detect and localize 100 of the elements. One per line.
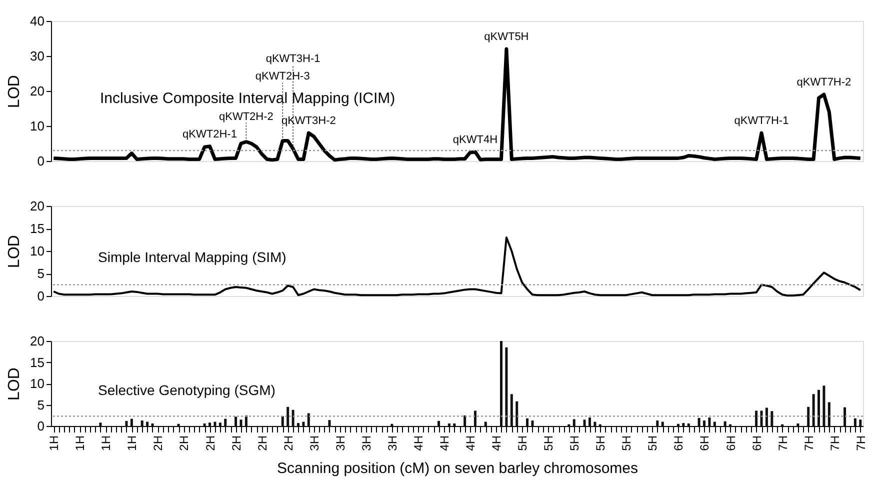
y-tick-label: 20 (30, 334, 44, 348)
bar (140, 420, 144, 426)
bar (484, 422, 487, 426)
x-tick-label: 2H (177, 436, 192, 451)
x-tick-label: 1H (99, 436, 114, 451)
x-tick-label: 2H (229, 436, 244, 451)
bar (796, 423, 800, 426)
bar (292, 410, 294, 426)
bar (307, 413, 310, 426)
annotation: qKWT2H-2 (218, 110, 274, 123)
bar (296, 423, 300, 426)
bar (594, 422, 596, 426)
bar (818, 390, 820, 426)
bar (588, 418, 591, 426)
x-tick-label: 6H (750, 436, 764, 451)
x-axis-title: Scanning position (cM) on seven barley chromosomes (276, 460, 638, 477)
bar (474, 410, 476, 426)
x-tick-label: 2H (255, 436, 270, 451)
bar (531, 420, 534, 426)
bar (302, 422, 305, 426)
bar (234, 416, 238, 426)
bar (828, 402, 830, 426)
x-tick-label: 3H (385, 436, 400, 451)
bar (516, 401, 518, 426)
bar (453, 423, 456, 426)
y-tick-label: 10 (30, 118, 44, 134)
bar (770, 411, 774, 426)
y-tick-label: 40 (30, 14, 44, 28)
bar (682, 423, 685, 426)
y-tick-label: 0 (37, 288, 44, 304)
x-tick-label: 1H (125, 436, 140, 451)
bar (464, 415, 466, 426)
bar (448, 423, 450, 426)
x-tick-label: 6H (724, 436, 738, 451)
y-tick-label: 5 (37, 397, 44, 412)
annotation: qKWT3H-2 (281, 115, 336, 127)
bar (807, 406, 810, 426)
x-tick-label: 5H (620, 436, 634, 451)
y-tick-label: 0 (37, 418, 44, 434)
bar (765, 408, 768, 426)
bar (286, 406, 290, 426)
annotation: qKWT5H (484, 31, 529, 43)
y-tick-label: 15 (30, 221, 44, 236)
x-tick-label: 5H (542, 436, 556, 451)
bar (500, 341, 502, 426)
bar (661, 422, 664, 426)
x-tick-label: 1H (73, 436, 88, 451)
bar (438, 420, 440, 426)
annotation: qKWT7H-2 (796, 76, 852, 88)
y-axis-title: LOD (6, 75, 24, 108)
bar (755, 410, 758, 426)
bar (208, 422, 212, 426)
bar (854, 418, 856, 426)
y-tick-label: 20 (30, 84, 44, 98)
x-tick-label: 6H (698, 436, 712, 451)
y-tick-label: 0 (37, 154, 44, 168)
x-tick-label: 5H (568, 436, 582, 451)
annotation: qKWT2H-3 (255, 70, 310, 83)
bar (224, 418, 227, 426)
x-tick-label: 4H (411, 436, 426, 451)
x-tick-label: 7H (828, 436, 842, 451)
y-tick-label: 15 (30, 354, 44, 370)
y-tick-label: 20 (30, 198, 44, 214)
bar (130, 418, 133, 426)
x-tick-label: 3H (307, 436, 322, 451)
bar (146, 422, 149, 426)
bar (203, 423, 206, 426)
annotation: qKWT7H-1 (734, 115, 789, 127)
x-tick-label: 2H (151, 436, 166, 451)
text: Simple Interval Mapping (SIM) (98, 249, 286, 265)
bar (99, 422, 102, 426)
bar (281, 416, 284, 426)
x-tick-label: 5H (646, 436, 660, 451)
bar (526, 418, 529, 426)
bar (724, 421, 726, 426)
y-axis-title: LOD (6, 235, 24, 268)
x-tick-label: 2H (203, 436, 218, 451)
bar (812, 394, 815, 426)
x-tick-label: 4H (437, 436, 452, 451)
bar (698, 418, 700, 426)
annotation: qKWT4H (452, 134, 498, 146)
x-tick-label: 2H (281, 436, 296, 451)
text: Selective Genotyping (SGM) (98, 382, 276, 398)
bar (125, 420, 128, 426)
x-tick-label: 6H (672, 436, 686, 451)
x-tick-label: 5H (594, 436, 608, 451)
bar (505, 347, 508, 426)
bar (656, 420, 659, 426)
bar (713, 422, 716, 426)
bar (583, 420, 586, 426)
x-tick-label: 7H (776, 436, 790, 451)
bar (214, 422, 216, 426)
x-tick-label: 3H (333, 436, 348, 451)
bar (218, 422, 222, 426)
y-tick-label: 30 (30, 48, 44, 64)
x-tick-label: 7H (854, 436, 868, 451)
bar (572, 419, 576, 426)
annotation: qKWT3H-1 (266, 52, 320, 65)
bar (151, 423, 154, 426)
text: Inclusive Composite Interval Mapping (ICIM) (100, 90, 396, 107)
